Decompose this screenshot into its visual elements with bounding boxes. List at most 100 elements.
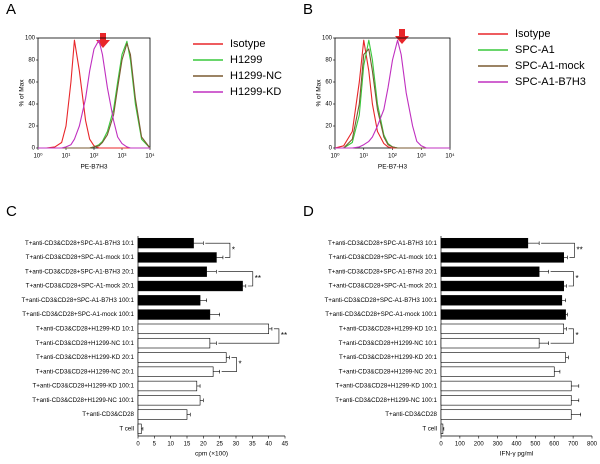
legend-label: H1299-NC	[230, 70, 282, 82]
category-label: T cell	[119, 425, 134, 432]
x-tick-label: 400	[511, 442, 522, 448]
y-tick-label: 0	[32, 146, 36, 152]
bar	[137, 423, 142, 435]
x-axis-label: PE-B7H3	[80, 164, 107, 171]
y-tick-label: 80	[28, 58, 35, 64]
panel-label: C	[6, 203, 17, 220]
x-tick-label: 600	[549, 442, 560, 448]
significance-label: *	[576, 331, 579, 340]
category-label: T+anti-CD3&CD28+H1299-KD 10:1	[339, 325, 438, 332]
bar	[137, 309, 211, 320]
x-tick-label: 40	[265, 442, 272, 448]
x-axis-label: PE-B7-H3	[378, 164, 408, 171]
y-tick-label: 20	[325, 124, 332, 130]
significance-bracket	[550, 271, 574, 287]
category-label: T cell	[422, 425, 437, 432]
category-label: T+anti-CD3&CD28+SPC-A1-B7H3 100:1	[22, 297, 135, 304]
bar	[440, 252, 564, 263]
significance-label: **	[255, 274, 261, 283]
bar	[137, 352, 227, 363]
category-label: T+anti-CD3&CD28+SPC-A1-mock 10:1	[26, 254, 135, 261]
bar	[440, 380, 572, 392]
x-tick-label: 300	[493, 442, 504, 448]
y-tick-label: 60	[28, 80, 35, 86]
x-tick-label: 45	[282, 442, 289, 448]
x-tick-label: 10¹	[62, 154, 71, 160]
bar	[137, 380, 198, 392]
x-axis-label: IFN-γ pg/ml	[500, 451, 534, 458]
bar	[137, 323, 269, 335]
category-label: T+anti-CD3&CD28+SPC-A1-mock 20:1	[26, 283, 135, 290]
x-tick-label: 200	[474, 442, 485, 448]
x-tick-label: 700	[568, 442, 579, 448]
plot-frame	[37, 37, 151, 149]
y-tick-label: 40	[325, 102, 332, 108]
arrow	[96, 33, 110, 48]
x-tick-label: 35	[249, 442, 256, 448]
x-tick-label: 10¹	[359, 154, 368, 160]
bar	[137, 295, 201, 306]
category-label: T+anti-CD3&CD28+SPC-A1-mock 100:1	[325, 311, 437, 318]
x-tick-label: 5	[153, 442, 157, 448]
category-label: T+anti-CD3&CD28+SPC-A1-B7H3 10:1	[328, 240, 438, 247]
x-axis-label: cpm (×100)	[195, 451, 228, 458]
bar	[440, 337, 540, 349]
bar	[440, 395, 572, 406]
y-axis-label: % of Max	[19, 79, 26, 107]
legend-label: SPC-A1-B7H3	[515, 76, 586, 88]
bar	[440, 295, 563, 306]
bar	[440, 366, 555, 377]
category-label: T+anti-CD3&CD28+H1299-NC 20:1	[339, 368, 438, 375]
histogram-line	[38, 39, 150, 149]
category-label: T+anti-CD3&CD28+SPC-A1-mock 10:1	[329, 254, 438, 261]
x-tick-label: 10⁴	[445, 153, 455, 160]
legend-label: Isotype	[515, 28, 550, 40]
x-tick-label: 10²	[388, 154, 397, 160]
significance-bracket	[550, 328, 574, 344]
category-label: T+anti-CD3&CD28+H1299-KD 100:1	[336, 383, 438, 390]
category-label: T+anti-CD3&CD28	[82, 411, 134, 418]
legend-label: H1299-KD	[230, 86, 281, 98]
bar	[440, 352, 566, 363]
x-tick-label: 10	[167, 442, 174, 448]
bar	[137, 280, 243, 292]
histogram-line	[38, 40, 151, 149]
x-tick-label: 500	[530, 442, 541, 448]
x-tick-label: 10⁰	[33, 153, 43, 160]
panel-label: A	[6, 1, 16, 18]
x-tick-label: 10³	[118, 154, 127, 160]
y-tick-label: 100	[25, 36, 36, 42]
bar	[440, 237, 529, 249]
histogram-line	[38, 39, 150, 149]
x-tick-label: 10⁴	[145, 153, 155, 160]
category-label: T+anti-CD3&CD28+SPC-A1-mock 20:1	[329, 283, 438, 290]
y-tick-label: 40	[28, 102, 35, 108]
arrow	[395, 29, 409, 44]
bar	[137, 409, 188, 420]
category-label: T+anti-CD3&CD28	[385, 411, 437, 418]
significance-label: *	[238, 360, 241, 369]
significance-bracket	[541, 242, 575, 258]
y-tick-label: 20	[28, 124, 35, 130]
histogram-line	[38, 42, 151, 149]
bar	[440, 423, 444, 435]
y-tick-label: 0	[329, 146, 333, 152]
x-tick-label: 15	[184, 442, 191, 448]
category-label: T+anti-CD3&CD28+SPC-A1-B7H3 100:1	[325, 297, 438, 304]
x-tick-label: 10²	[90, 154, 99, 160]
category-label: T+anti-CD3&CD28+H1299-KD 20:1	[339, 354, 438, 361]
category-label: T+anti-CD3&CD28+H1299-NC 100:1	[335, 397, 437, 404]
bar	[137, 252, 217, 263]
y-tick-label: 100	[322, 36, 333, 42]
panel-label: D	[303, 203, 314, 220]
y-tick-label: 80	[325, 58, 332, 64]
significance-bracket	[221, 357, 237, 373]
x-tick-label: 20	[200, 442, 207, 448]
bar	[137, 266, 207, 277]
histogram-line	[335, 48, 450, 149]
y-tick-label: 60	[325, 80, 332, 86]
x-tick-label: 0	[136, 442, 140, 448]
x-tick-label: 800	[587, 442, 598, 448]
category-label: T+anti-CD3&CD28+H1299-KD 100:1	[33, 383, 135, 390]
